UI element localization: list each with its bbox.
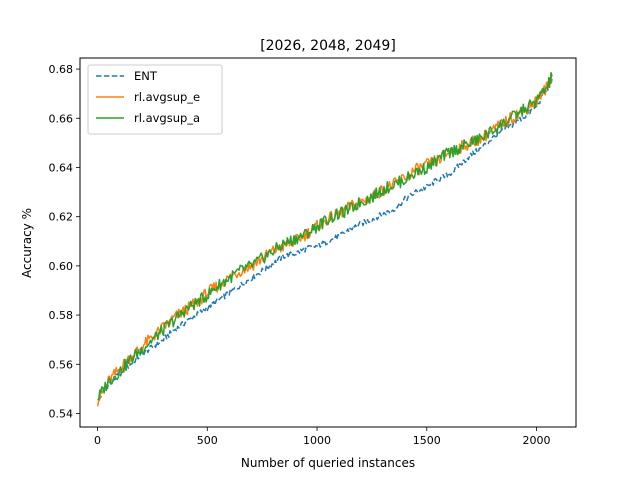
y-tick-label: 0.56	[49, 358, 74, 371]
y-tick-label: 0.66	[49, 112, 74, 125]
legend-label: rl.avgsup_a	[134, 111, 200, 125]
x-tick-label: 2000	[522, 434, 550, 447]
plot-area-frame	[79, 57, 577, 428]
y-tick-label: 0.62	[49, 211, 74, 224]
y-tick-label: 0.58	[49, 309, 74, 322]
legend-label: rl.avgsup_e	[134, 90, 200, 104]
x-tick-label: 0	[94, 434, 101, 447]
x-axis-label: Number of queried instances	[241, 456, 415, 470]
series-line-rl-avgsup-a	[97, 71, 553, 401]
y-tick-label: 0.60	[49, 260, 74, 273]
series-layer	[96, 71, 553, 407]
x-tick-label: 500	[197, 434, 218, 447]
chart-title: [2026, 2048, 2049]	[260, 38, 396, 54]
series-line-ent	[97, 78, 553, 401]
y-tick-label: 0.54	[49, 407, 74, 420]
y-axis: 0.54 0.56 0.58 0.60 0.62 0.64 0.66 0.68	[49, 63, 80, 420]
y-axis-label: Accuracy %	[20, 208, 34, 278]
legend: ENT rl.avgsup_e rl.avgsup_a	[87, 64, 223, 135]
x-tick-label: 1500	[413, 434, 441, 447]
legend-label: ENT	[134, 69, 158, 83]
y-tick-label: 0.64	[49, 161, 74, 174]
y-tick-label: 0.68	[49, 63, 74, 76]
legend-box	[87, 64, 223, 135]
x-axis: 0 500 1000 1500 2000	[94, 427, 550, 447]
x-tick-label: 1000	[303, 434, 331, 447]
